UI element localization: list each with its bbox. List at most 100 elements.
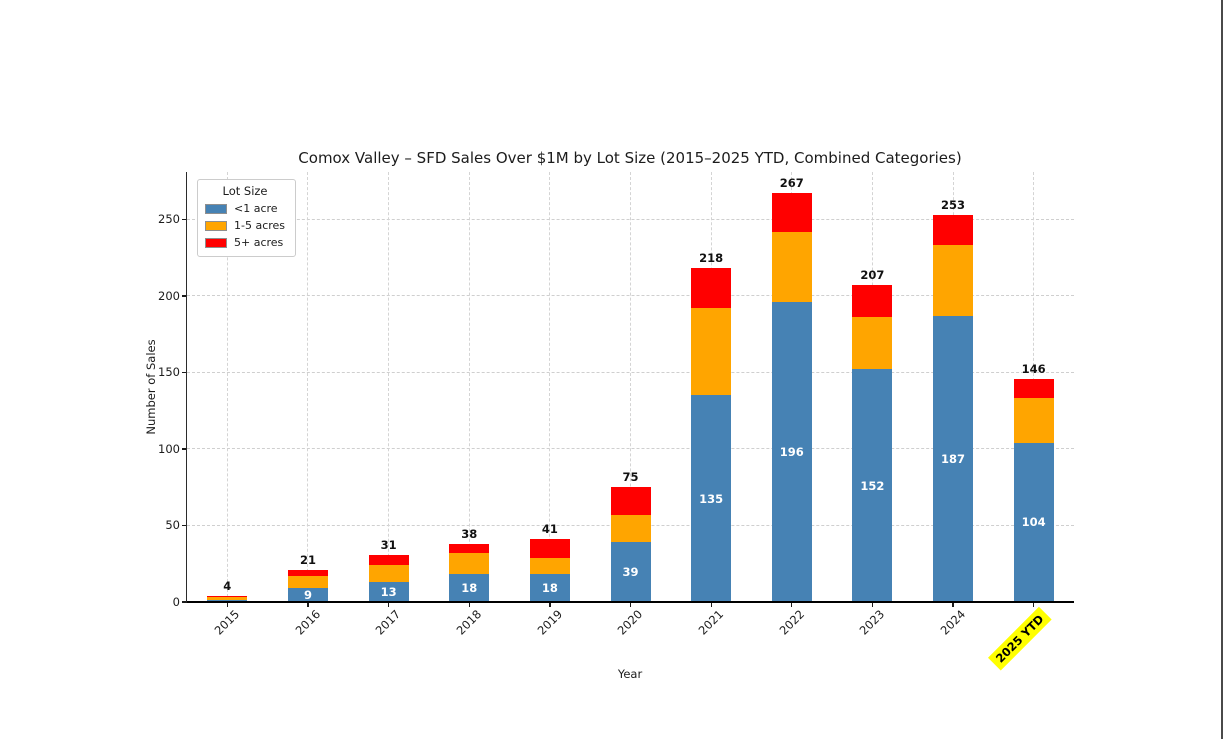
bar-inside-label: 18 bbox=[461, 581, 478, 596]
bar-inside-label: 39 bbox=[622, 565, 639, 580]
bar-total-label: 38 bbox=[461, 526, 478, 541]
y-tick-mark bbox=[182, 524, 187, 527]
y-tick-mark bbox=[182, 218, 187, 221]
legend-item-label: 1-5 acres bbox=[234, 219, 286, 232]
legend-swatch-icon bbox=[205, 237, 227, 248]
y-tick-label: 100 bbox=[158, 441, 180, 456]
bar-inside-label: 135 bbox=[699, 491, 724, 506]
bar-segment bbox=[529, 557, 570, 575]
bar-segment bbox=[368, 582, 409, 602]
bar-segment bbox=[1013, 378, 1054, 399]
screen-right-edge bbox=[1221, 0, 1223, 739]
x-tick-mark bbox=[307, 602, 309, 607]
y-tick-mark bbox=[182, 601, 187, 603]
bar-segment bbox=[1013, 442, 1054, 602]
x-tick-label: 2018 bbox=[453, 607, 485, 638]
bar-segment bbox=[207, 597, 248, 601]
x-gridline bbox=[630, 172, 631, 602]
bar-segment bbox=[610, 514, 651, 543]
x-tick-mark bbox=[549, 602, 551, 607]
legend-item: 5+ acres bbox=[205, 236, 285, 249]
x-tick-label: 2017 bbox=[372, 607, 404, 638]
bar-segment bbox=[852, 317, 893, 370]
bar-inside-label: 13 bbox=[380, 585, 397, 600]
legend: Lot Size <1 acre 1-5 acres 5+ acres bbox=[197, 179, 297, 257]
x-tick-label-highlighted: 2025 YTD bbox=[987, 607, 1052, 671]
x-tick-label: 2019 bbox=[534, 607, 565, 638]
bar-total-label: 253 bbox=[941, 197, 966, 212]
x-tick-mark bbox=[952, 602, 954, 607]
bar-segment bbox=[449, 574, 490, 602]
bar-segment bbox=[933, 214, 974, 246]
bar-segment bbox=[287, 569, 328, 576]
bar-segment bbox=[771, 302, 812, 602]
bar-total-label: 218 bbox=[699, 251, 724, 266]
bar-segment bbox=[529, 539, 570, 558]
bar-total-label: 146 bbox=[1021, 361, 1046, 376]
bar-inside-label: 152 bbox=[860, 478, 885, 493]
bar-segment bbox=[207, 595, 248, 598]
legend-swatch-icon bbox=[205, 203, 227, 214]
y-tick-mark bbox=[182, 371, 187, 374]
bar-total-label: 4 bbox=[223, 578, 232, 593]
x-tick-mark bbox=[387, 602, 390, 607]
bar-segment bbox=[368, 554, 409, 566]
bar-segment bbox=[691, 268, 732, 309]
bar-segment bbox=[610, 487, 651, 515]
bar-segment bbox=[852, 285, 893, 318]
x-tick-label: 2020 bbox=[614, 607, 646, 638]
bar-total-label: 41 bbox=[541, 522, 558, 537]
legend-item-label: 5+ acres bbox=[234, 236, 284, 249]
bar-total-label: 267 bbox=[779, 176, 804, 191]
x-tick-label: 2022 bbox=[776, 607, 807, 638]
bar-inside-label: 9 bbox=[303, 588, 312, 603]
x-tick-mark bbox=[1033, 602, 1035, 607]
x-tick-mark bbox=[468, 602, 470, 607]
x-tick-mark bbox=[226, 602, 228, 607]
x-gridline bbox=[307, 172, 309, 602]
x-gridline bbox=[388, 172, 390, 602]
bar-total-label: 207 bbox=[860, 268, 885, 283]
bar-segment bbox=[852, 369, 893, 602]
bar-segment bbox=[610, 542, 651, 602]
legend-item: <1 acre bbox=[205, 202, 285, 215]
x-tick-label: 2024 bbox=[937, 607, 968, 638]
legend-item: 1-5 acres bbox=[205, 219, 285, 232]
bar-segment bbox=[449, 553, 490, 575]
x-gridline bbox=[226, 172, 228, 602]
x-tick-label: 2015 bbox=[211, 607, 243, 638]
bar-segment bbox=[529, 574, 570, 602]
y-tick-label: 200 bbox=[158, 288, 180, 303]
bar-segment bbox=[933, 245, 974, 316]
x-axis-label: Year bbox=[617, 667, 643, 681]
bar-segment bbox=[691, 308, 732, 396]
bar-segment bbox=[287, 588, 328, 602]
bar-total-label: 75 bbox=[622, 470, 639, 485]
bar-inside-label: 196 bbox=[779, 445, 804, 460]
bar-inside-label: 187 bbox=[941, 451, 966, 466]
y-axis-spine bbox=[186, 172, 188, 602]
legend-title: Lot Size bbox=[222, 184, 268, 198]
x-gridline bbox=[549, 172, 551, 602]
x-tick-label: 2016 bbox=[292, 607, 323, 638]
x-tick-mark bbox=[871, 602, 874, 607]
y-tick-mark bbox=[182, 448, 187, 450]
bar-inside-label: 104 bbox=[1021, 515, 1046, 530]
y-tick-label: 250 bbox=[158, 212, 180, 227]
x-tick-mark bbox=[710, 602, 712, 607]
bar-segment bbox=[933, 315, 974, 602]
x-tick-label: 2023 bbox=[856, 607, 888, 638]
y-tick-mark bbox=[182, 295, 187, 297]
bar-segment bbox=[287, 575, 328, 589]
x-tick-mark bbox=[791, 602, 793, 607]
bar-segment bbox=[449, 543, 490, 554]
bar-total-label: 21 bbox=[299, 552, 316, 567]
chart-title: Comox Valley – SFD Sales Over $1M by Lot… bbox=[298, 149, 962, 167]
bar-segment bbox=[1013, 398, 1054, 443]
x-tick-label: 2021 bbox=[695, 607, 727, 638]
y-axis-label: Number of Sales bbox=[144, 339, 158, 435]
bar-segment bbox=[771, 231, 812, 303]
bar-total-label: 31 bbox=[380, 537, 397, 552]
y-tick-label: 0 bbox=[172, 595, 180, 609]
